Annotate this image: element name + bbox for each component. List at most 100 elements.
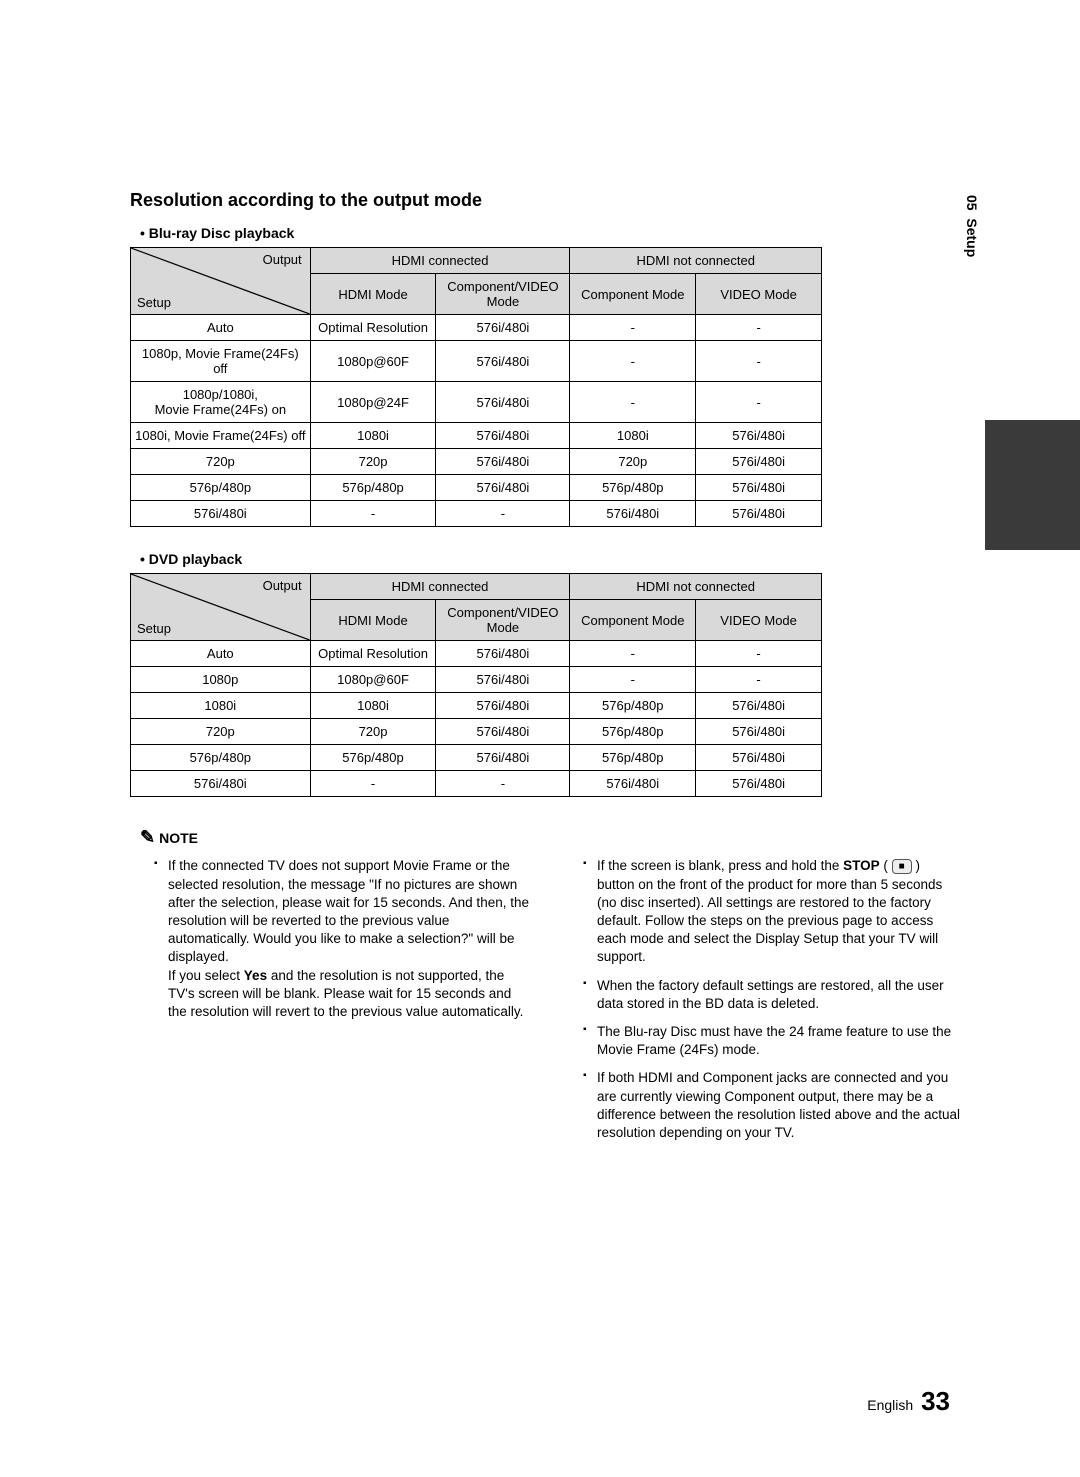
table-dvd-body: AutoOptimal Resolution576i/480i--1080p10…	[131, 641, 822, 797]
table-cell: 576p/480p	[570, 745, 696, 771]
notes-section: ✎NOTE If the connected TV does not suppo…	[130, 825, 960, 1152]
output-label: Output	[263, 252, 302, 267]
table-cell: 576i/480i	[436, 341, 570, 382]
table-row: AutoOptimal Resolution576i/480i--	[131, 315, 822, 341]
note-bold: STOP	[843, 858, 880, 873]
stop-icon: ■	[892, 859, 912, 875]
table-row: 1080p1080p@60F576i/480i--	[131, 667, 822, 693]
table-cell: 576i/480i	[436, 382, 570, 423]
table-cell: 576i/480i	[696, 501, 822, 527]
table-cell: 720p	[131, 719, 311, 745]
table-cell: 576i/480i	[131, 501, 311, 527]
table-cell: 576i/480i	[696, 745, 822, 771]
chapter-label: Setup	[964, 218, 980, 257]
section-title: Resolution according to the output mode	[130, 190, 960, 211]
table-cell: 576i/480i	[436, 475, 570, 501]
note-text: The Blu-ray Disc must have the 24 frame …	[597, 1024, 951, 1057]
table-cell: 1080i, Movie Frame(24Fs) off	[131, 423, 311, 449]
table-cell: 576p/480p	[570, 693, 696, 719]
output-label: Output	[263, 578, 302, 593]
table-cell: 576i/480i	[436, 641, 570, 667]
table-cell: 720p	[570, 449, 696, 475]
table-cell: -	[696, 641, 822, 667]
table-cell: 1080p, Movie Frame(24Fs) off	[131, 341, 311, 382]
table-cell: 1080i	[570, 423, 696, 449]
table-cell: 1080i	[131, 693, 311, 719]
table-cell: 576p/480p	[310, 745, 436, 771]
table-cell: 576i/480i	[436, 745, 570, 771]
subhead-bluray: • Blu-ray Disc playback	[140, 225, 960, 241]
manual-page: 05 Setup Resolution according to the out…	[0, 0, 1080, 1152]
table-cell: 1080i	[310, 693, 436, 719]
col-video-mode: VIDEO Mode	[696, 274, 822, 315]
table-cell: Optimal Resolution	[310, 641, 436, 667]
table-cell: 576p/480p	[131, 475, 311, 501]
table-cell: -	[696, 341, 822, 382]
table-cell: -	[570, 641, 696, 667]
table-cell: 1080p@60F	[310, 341, 436, 382]
table-bluray-body: AutoOptimal Resolution576i/480i--1080p, …	[131, 315, 822, 527]
footer-lang: English	[867, 1397, 913, 1413]
note-bold: Yes	[244, 968, 267, 983]
note-text: If the screen is blank, press and hold t…	[597, 858, 843, 873]
table-row: 1080p, Movie Frame(24Fs) off1080p@60F576…	[131, 341, 822, 382]
table-cell: 576i/480i	[696, 423, 822, 449]
table-cell: 576p/480p	[310, 475, 436, 501]
col-hdmi-mode: HDMI Mode	[310, 274, 436, 315]
note-label-text: NOTE	[159, 830, 198, 846]
notes-right-col: If the screen is blank, press and hold t…	[559, 857, 960, 1152]
note-heading: ✎NOTE	[140, 825, 960, 849]
table-bluray: Output Setup HDMI connected HDMI not con…	[130, 247, 822, 527]
col-comp-video: Component/VIDEO Mode	[436, 600, 570, 641]
note-item: If the screen is blank, press and hold t…	[583, 857, 960, 966]
table-cell: 1080p@24F	[310, 382, 436, 423]
table-row: 1080p/1080i,Movie Frame(24Fs) on1080p@24…	[131, 382, 822, 423]
table-cell: 576i/480i	[696, 475, 822, 501]
table-cell: -	[696, 315, 822, 341]
table-row: 1080i, Movie Frame(24Fs) off 1080i576i/48…	[131, 423, 822, 449]
table-cell: 720p	[310, 449, 436, 475]
diag-header-cell: Output Setup	[131, 248, 311, 315]
side-tab: 05 Setup	[964, 195, 980, 257]
note-text: When the factory default settings are re…	[597, 978, 944, 1011]
table-cell: -	[570, 667, 696, 693]
table-cell: 576i/480i	[696, 693, 822, 719]
table-cell: -	[570, 315, 696, 341]
table-cell: Auto	[131, 641, 311, 667]
table-cell: 576i/480i	[436, 449, 570, 475]
col-hdmi-connected: HDMI connected	[310, 248, 570, 274]
col-comp-video: Component/VIDEO Mode	[436, 274, 570, 315]
table-cell: -	[310, 771, 436, 797]
table-row: 576i/480i--576i/480i576i/480i	[131, 501, 822, 527]
chapter-num: 05	[964, 195, 980, 211]
setup-label: Setup	[137, 295, 171, 310]
note-item: When the factory default settings are re…	[583, 977, 960, 1013]
page-footer: English 33	[867, 1386, 950, 1417]
table-cell: 576i/480i	[570, 771, 696, 797]
table-cell: 1080p/1080i,Movie Frame(24Fs) on	[131, 382, 311, 423]
note-item: If the connected TV does not support Mov…	[154, 857, 531, 1021]
table-cell: Auto	[131, 315, 311, 341]
table-cell: 576i/480i	[436, 315, 570, 341]
table-row: 1080i1080i576i/480i576p/480p576i/480i	[131, 693, 822, 719]
table-cell: -	[436, 501, 570, 527]
note-item: The Blu-ray Disc must have the 24 frame …	[583, 1023, 960, 1059]
setup-label: Setup	[137, 621, 171, 636]
table-cell: 576i/480i	[131, 771, 311, 797]
table-cell: -	[310, 501, 436, 527]
table-cell: -	[696, 667, 822, 693]
table-cell: 576i/480i	[436, 719, 570, 745]
notes-left-col: If the connected TV does not support Mov…	[130, 857, 531, 1152]
table-cell: 576i/480i	[696, 449, 822, 475]
table-cell: 1080p@60F	[310, 667, 436, 693]
note-text: If both HDMI and Component jacks are con…	[597, 1070, 960, 1140]
table-row: 576p/480p576p/480p576i/480i576p/480p576i…	[131, 475, 822, 501]
table-row: 576i/480i--576i/480i576i/480i	[131, 771, 822, 797]
table-cell: -	[570, 341, 696, 382]
table-cell: Optimal Resolution	[310, 315, 436, 341]
table-cell: 576i/480i	[696, 771, 822, 797]
table-cell: 720p	[131, 449, 311, 475]
table-cell: 576i/480i	[436, 693, 570, 719]
col-comp-mode: Component Mode	[570, 274, 696, 315]
thumb-index-block	[985, 420, 1080, 550]
